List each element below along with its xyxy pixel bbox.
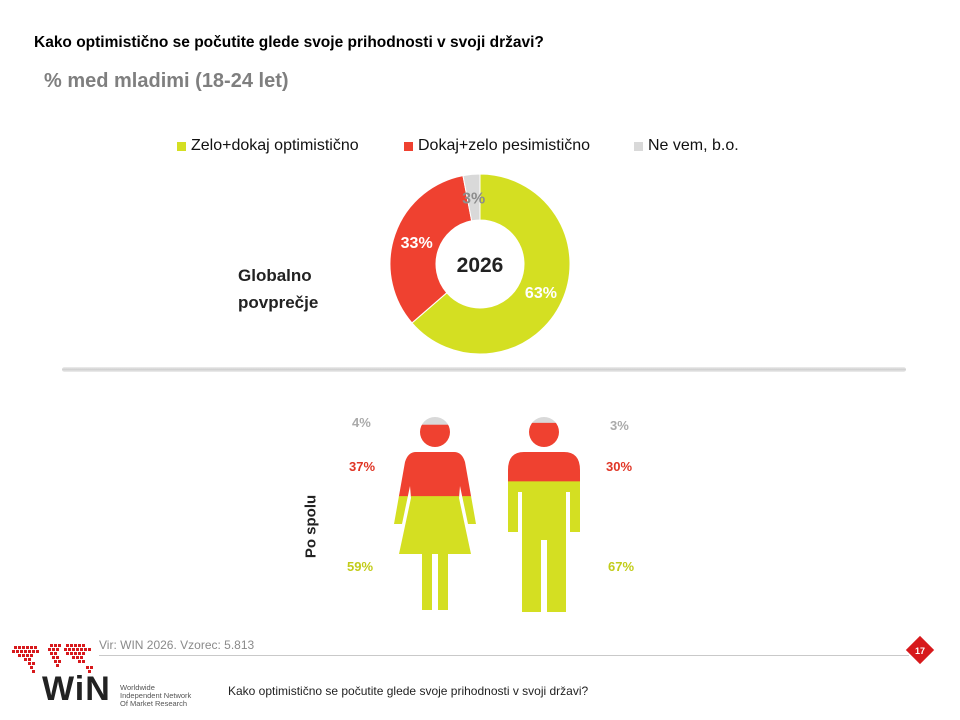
gender-section-label: Po spolu xyxy=(302,494,320,559)
female-optimistic-label: 59% xyxy=(347,559,374,574)
donut-label-dont-know: 3% xyxy=(462,190,485,207)
page-number-badge: 17 xyxy=(905,635,935,665)
female-dont-know-label: 4% xyxy=(352,415,371,430)
win-logo-text: WiN xyxy=(42,670,111,708)
legend-label-dont-know: Ne vem, b.o. xyxy=(648,137,739,154)
global-label-line1: Globalno xyxy=(238,266,312,285)
female-segment-pessimistic xyxy=(394,424,476,497)
logo-tagline-line2: Independent Network xyxy=(120,691,192,700)
page-number: 17 xyxy=(915,646,925,656)
section-divider xyxy=(62,367,906,372)
donut-label-optimistic: 63% xyxy=(525,285,557,302)
female-segment-optimistic xyxy=(394,496,476,610)
donut-slices xyxy=(389,173,571,355)
legend-item-pessimistic: Dokaj+zelo pesimistično xyxy=(404,136,590,156)
female-figure xyxy=(394,417,476,610)
logo-tagline-line3: Of Market Research xyxy=(120,699,188,708)
legend-item-optimistic: Zelo+dokaj optimistično xyxy=(177,136,359,156)
page-title: Kako optimistično se počutite glede svoj… xyxy=(34,34,544,51)
male-dont-know-label: 3% xyxy=(610,418,629,433)
footer-source: Vir: WIN 2026. Vzorec: 5.813 xyxy=(99,638,255,652)
legend-item-dont-know: Ne vem, b.o. xyxy=(634,136,739,156)
footer-divider xyxy=(99,655,909,656)
donut-labels: 63% 33% 3% xyxy=(401,190,557,302)
male-optimistic-label: 67% xyxy=(608,559,635,574)
legend-swatch-dont-know xyxy=(634,141,643,151)
male-pessimistic-label: 30% xyxy=(606,459,633,474)
male-segment-dont-know xyxy=(508,417,580,424)
page-subtitle: % med mladimi (18-24 let) xyxy=(44,70,289,92)
male-segment-pessimistic xyxy=(508,422,580,482)
win-logo-tagline: Worldwide Independent Network Of Market … xyxy=(120,684,191,708)
legend-swatch-pessimistic xyxy=(404,141,413,151)
male-segment-optimistic xyxy=(508,481,580,612)
donut-chart: 2026 63% 33% 3% xyxy=(389,173,571,355)
male-figure xyxy=(508,417,580,612)
donut-hole xyxy=(436,220,524,308)
world-map-icon xyxy=(12,644,93,673)
win-logo: WiN Worldwide Independent Network Of Mar… xyxy=(10,640,220,708)
legend-label-optimistic: Zelo+dokaj optimistično xyxy=(191,137,359,154)
global-average-label: Globalno povprečje xyxy=(238,262,318,316)
footer-question: Kako optimistično se počutite glede svoj… xyxy=(228,684,589,698)
logo-tagline-line1: Worldwide xyxy=(120,683,155,692)
donut-label-pessimistic: 33% xyxy=(401,235,433,252)
donut-center-label: 2026 xyxy=(457,254,504,277)
female-segment-dont-know xyxy=(394,417,476,426)
global-label-line2: povprečje xyxy=(238,293,319,312)
female-pessimistic-label: 37% xyxy=(349,459,376,474)
legend-label-pessimistic: Dokaj+zelo pesimistično xyxy=(418,137,591,154)
legend-swatch-optimistic xyxy=(177,141,186,151)
